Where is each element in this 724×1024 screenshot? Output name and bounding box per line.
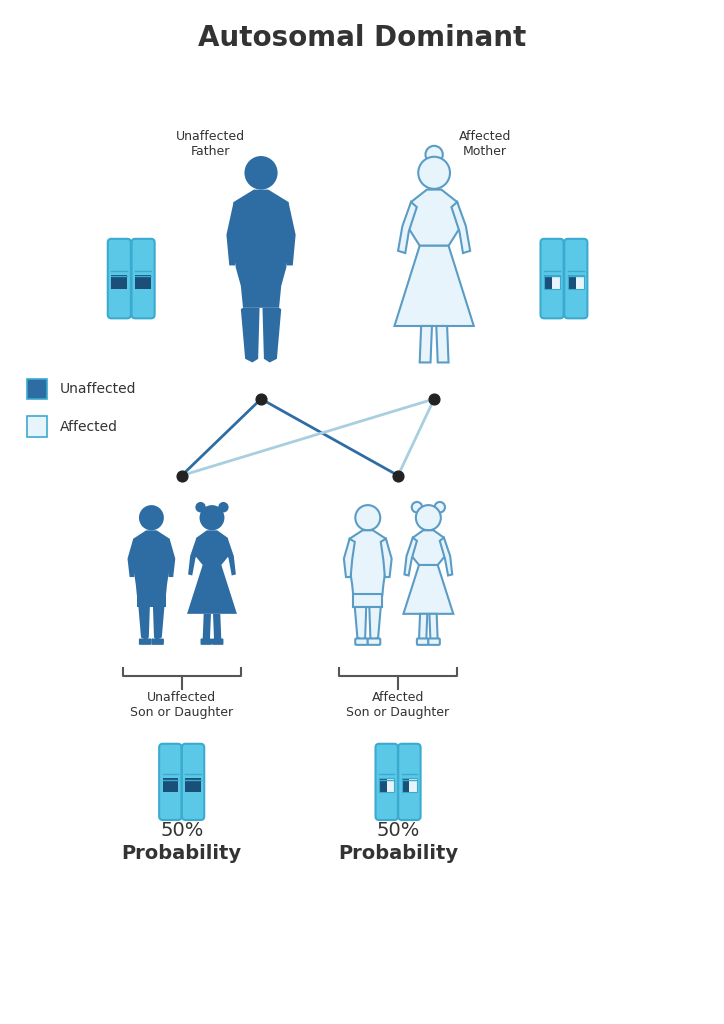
FancyBboxPatch shape [398, 743, 421, 820]
FancyBboxPatch shape [541, 239, 563, 318]
Polygon shape [452, 202, 470, 253]
Polygon shape [437, 326, 449, 362]
Circle shape [245, 156, 277, 189]
Text: Unaffected
Son or Daughter: Unaffected Son or Daughter [130, 691, 233, 719]
FancyBboxPatch shape [402, 778, 409, 793]
FancyBboxPatch shape [132, 239, 155, 318]
Polygon shape [408, 189, 460, 246]
Polygon shape [381, 539, 392, 578]
FancyBboxPatch shape [355, 639, 368, 645]
FancyBboxPatch shape [417, 639, 429, 645]
Polygon shape [282, 202, 295, 265]
Polygon shape [344, 539, 355, 578]
FancyBboxPatch shape [564, 239, 587, 318]
Polygon shape [224, 538, 236, 575]
FancyBboxPatch shape [201, 639, 212, 645]
Point [392, 467, 404, 483]
Polygon shape [227, 202, 240, 265]
FancyBboxPatch shape [27, 417, 47, 437]
Polygon shape [137, 594, 166, 607]
Polygon shape [439, 538, 452, 575]
Text: Unaffected
Father: Unaffected Father [176, 130, 245, 158]
Polygon shape [429, 613, 438, 640]
Circle shape [412, 502, 422, 512]
FancyBboxPatch shape [27, 379, 47, 399]
FancyBboxPatch shape [368, 639, 380, 645]
Polygon shape [203, 613, 211, 640]
FancyBboxPatch shape [576, 275, 584, 290]
FancyBboxPatch shape [139, 639, 151, 645]
Polygon shape [412, 530, 445, 565]
Point [429, 391, 440, 408]
Polygon shape [405, 538, 417, 575]
Text: 50%: 50% [376, 821, 420, 841]
Text: Autosomal Dominant: Autosomal Dominant [198, 24, 526, 52]
Circle shape [218, 502, 229, 512]
Point [256, 391, 267, 408]
Text: Unaffected: Unaffected [60, 382, 136, 395]
Circle shape [355, 505, 380, 530]
Polygon shape [420, 326, 432, 362]
Text: Affected: Affected [60, 420, 118, 433]
Polygon shape [153, 607, 164, 640]
Polygon shape [398, 202, 417, 253]
Circle shape [418, 157, 450, 188]
Polygon shape [403, 565, 453, 613]
Text: Affected
Mother: Affected Mother [458, 130, 511, 158]
FancyBboxPatch shape [185, 778, 201, 793]
Circle shape [139, 505, 164, 530]
Polygon shape [369, 607, 381, 640]
FancyBboxPatch shape [111, 275, 127, 290]
Polygon shape [138, 607, 150, 640]
Polygon shape [188, 538, 201, 575]
Text: 50%: 50% [160, 821, 203, 841]
FancyBboxPatch shape [159, 743, 182, 820]
Polygon shape [187, 565, 237, 613]
Polygon shape [263, 308, 281, 362]
Text: Affected
Son or Daughter: Affected Son or Daughter [347, 691, 450, 719]
Polygon shape [353, 594, 382, 607]
FancyBboxPatch shape [151, 639, 164, 645]
Text: Probability: Probability [338, 844, 458, 863]
Polygon shape [355, 607, 366, 640]
FancyBboxPatch shape [409, 778, 417, 793]
Polygon shape [127, 539, 138, 578]
Polygon shape [132, 530, 171, 595]
FancyBboxPatch shape [429, 639, 439, 645]
FancyBboxPatch shape [376, 743, 398, 820]
Text: Probability: Probability [122, 844, 242, 863]
Polygon shape [419, 613, 427, 640]
FancyBboxPatch shape [387, 778, 395, 793]
Circle shape [434, 502, 445, 512]
FancyBboxPatch shape [552, 275, 560, 290]
FancyBboxPatch shape [379, 778, 387, 793]
Polygon shape [164, 539, 175, 578]
Polygon shape [195, 530, 229, 565]
Polygon shape [348, 530, 387, 595]
FancyBboxPatch shape [568, 275, 576, 290]
Polygon shape [241, 308, 260, 362]
Circle shape [416, 505, 441, 530]
Polygon shape [213, 613, 222, 640]
Polygon shape [231, 189, 291, 308]
Circle shape [426, 145, 443, 163]
FancyBboxPatch shape [182, 743, 204, 820]
Circle shape [200, 505, 224, 530]
FancyBboxPatch shape [544, 275, 552, 290]
Point [176, 467, 188, 483]
FancyBboxPatch shape [135, 275, 151, 290]
FancyBboxPatch shape [163, 778, 178, 793]
Circle shape [195, 502, 206, 512]
Polygon shape [395, 246, 473, 326]
FancyBboxPatch shape [108, 239, 131, 318]
FancyBboxPatch shape [212, 639, 224, 645]
